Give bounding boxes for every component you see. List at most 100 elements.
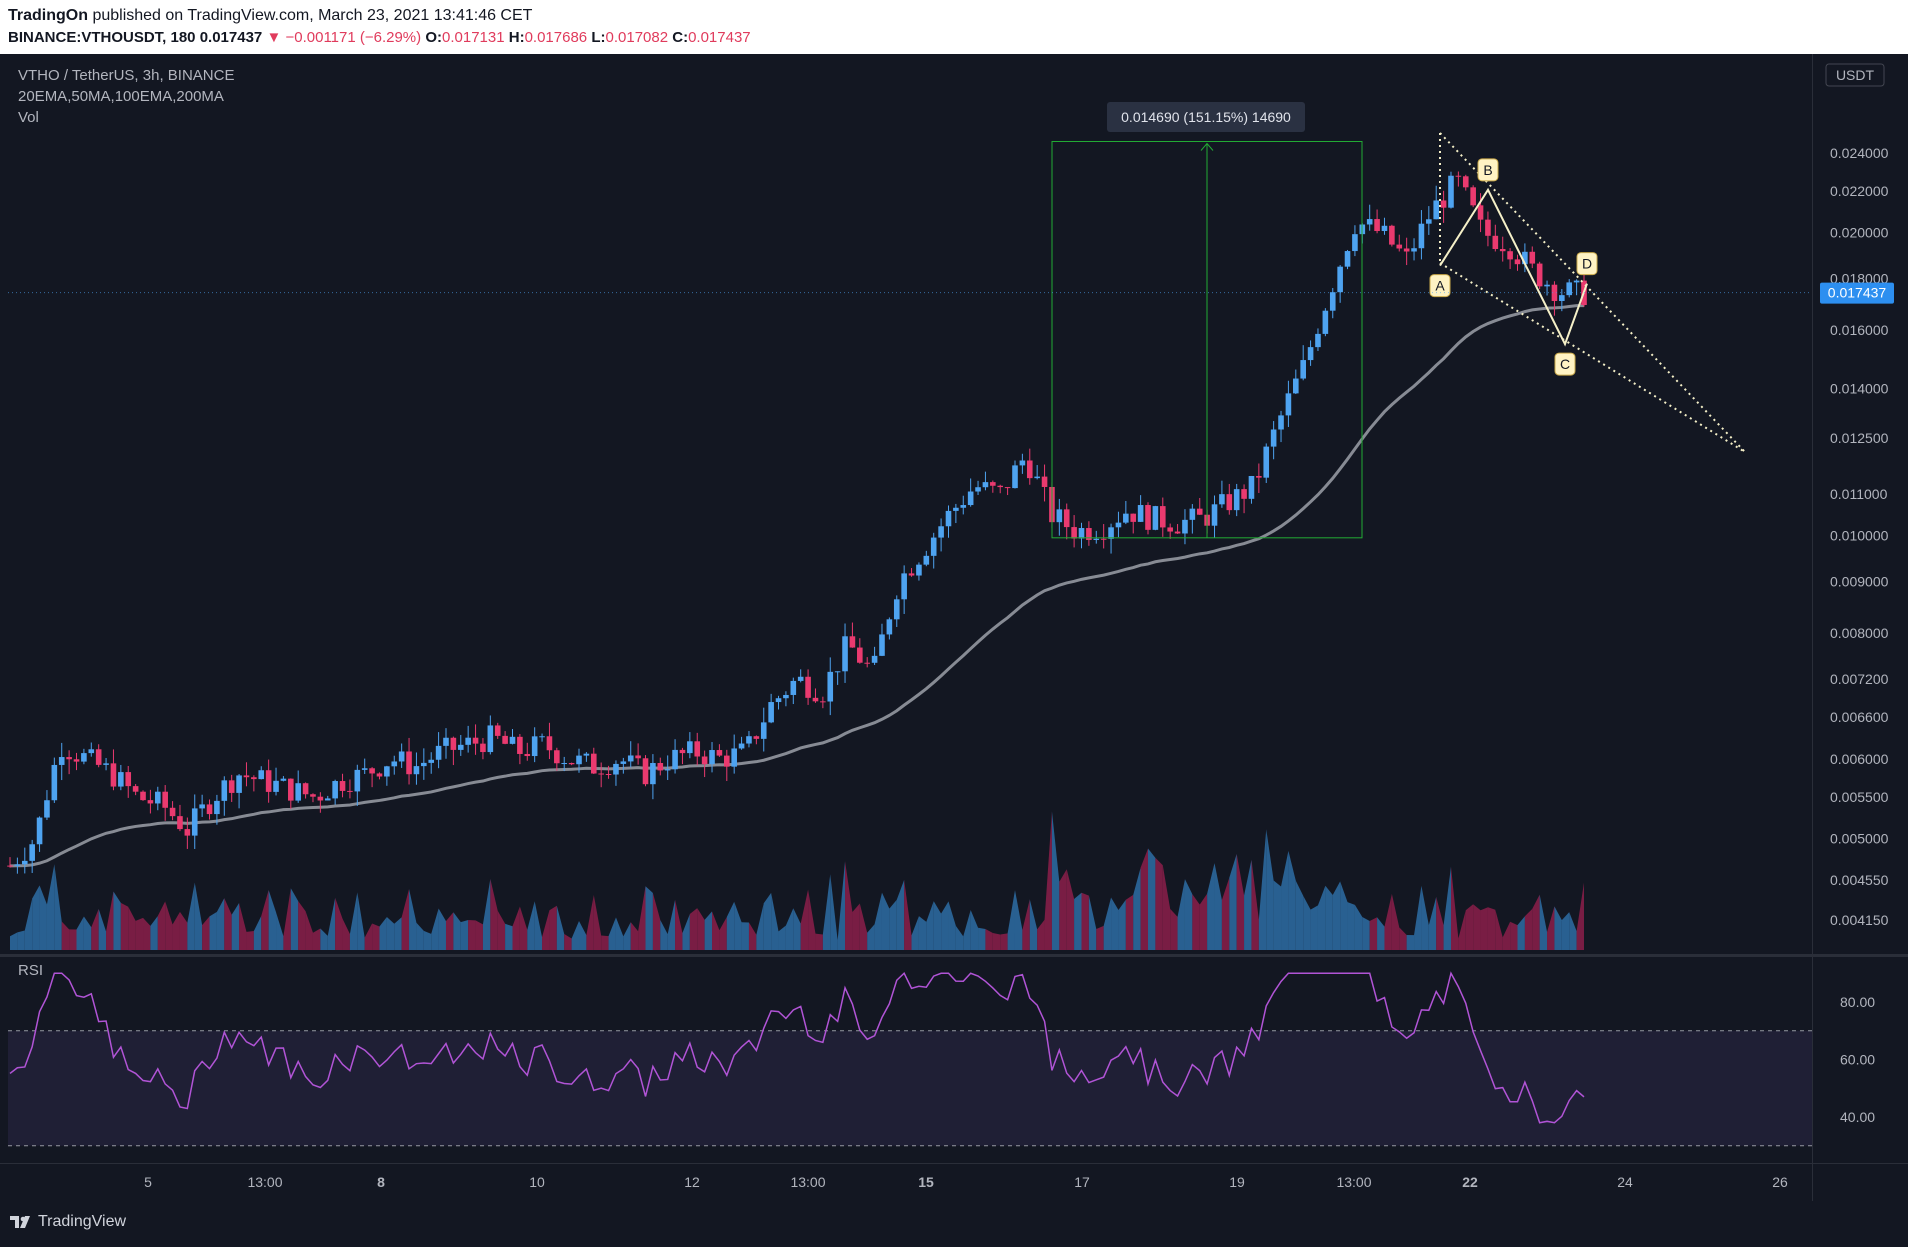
candle-body (435, 745, 442, 760)
volume-segment (579, 921, 587, 950)
candle-body (494, 725, 501, 736)
candle-body (295, 783, 301, 801)
candle-body (1566, 282, 1573, 296)
candle (465, 725, 471, 753)
price-tick-label: 0.006000 (1830, 751, 1889, 767)
volume-legend[interactable]: Vol (18, 109, 39, 126)
candle-body (154, 791, 161, 804)
measure-label-box (1107, 102, 1305, 132)
volume-segment (1125, 894, 1134, 950)
volume-segment (785, 908, 794, 950)
volume-segment (1436, 896, 1444, 950)
candle-body (716, 750, 723, 756)
candle (1374, 209, 1380, 234)
candle-body (58, 757, 65, 765)
candle-body (546, 736, 553, 751)
volume-segment (290, 888, 299, 950)
candle-body (672, 749, 678, 770)
candle (288, 778, 294, 809)
candle-body (1389, 225, 1395, 245)
volume-segment (209, 911, 217, 950)
volume-segment (1391, 893, 1400, 950)
volume-segment (305, 911, 313, 950)
volume-segment (268, 890, 277, 950)
indicator-legend[interactable]: 20EMA,50MA,100EMA,200MA (18, 88, 224, 105)
candle (7, 857, 13, 868)
volume-segment (1517, 916, 1525, 950)
volume-segment (630, 922, 639, 950)
candle-body (509, 736, 516, 744)
symbol-legend[interactable]: VTHO / TetherUS, 3h, BINANCE (18, 67, 235, 84)
candle (1507, 248, 1513, 269)
rsi-legend[interactable]: RSI (18, 962, 44, 979)
candle (1196, 498, 1203, 515)
candle (1226, 483, 1233, 515)
candle-body (1256, 475, 1262, 478)
candle-body (44, 800, 50, 818)
candle (1522, 243, 1528, 273)
candle-body (1034, 476, 1040, 479)
candle (886, 617, 893, 640)
candle (214, 794, 220, 825)
volume-segment (202, 916, 210, 950)
candle (1366, 204, 1373, 231)
candle (472, 724, 479, 755)
volume-segment (216, 898, 225, 950)
high-value: 0.017686 (524, 29, 588, 46)
candle-body (694, 741, 701, 757)
candle (938, 518, 944, 552)
candle (923, 550, 930, 567)
candle-body (95, 749, 102, 765)
candle-body (1462, 176, 1469, 188)
candle-body (1145, 505, 1151, 530)
price-tick-label: 0.024000 (1830, 145, 1889, 161)
volume-segment (349, 892, 358, 950)
price-chart[interactable]: 0.014690 (151.15%) 14690 A B C D 0.024000 0.0… (0, 0, 1908, 1201)
candle (568, 762, 575, 766)
candle (1344, 249, 1351, 270)
volume-segment (645, 886, 653, 950)
candle-body (886, 619, 893, 635)
candle-body (1396, 244, 1403, 249)
candle (398, 743, 405, 768)
volume-segment (771, 892, 779, 950)
volume-segment (490, 878, 498, 950)
candle-body (1100, 538, 1107, 540)
candle-body (1270, 429, 1277, 447)
candle-body (1499, 249, 1506, 252)
candle-body (554, 750, 560, 764)
chart-area[interactable] (0, 54, 1908, 1201)
volume-segment (1354, 904, 1363, 950)
volume-segment (542, 910, 550, 950)
tradingview-brand[interactable]: TradingView (10, 1213, 126, 1231)
pane-separator (0, 954, 1908, 957)
candle-body (539, 736, 545, 738)
volume-segment (1096, 925, 1104, 950)
candle-body (1086, 528, 1092, 540)
volume-segment (963, 909, 971, 950)
volume-segment (1561, 912, 1570, 950)
publisher-name[interactable]: TradingOn (8, 7, 88, 24)
volume-segment (564, 933, 572, 950)
volume-segment (1184, 879, 1193, 950)
candle-body (901, 573, 907, 600)
candle (1514, 254, 1521, 271)
volume-segment (933, 901, 942, 950)
volume-segment (756, 903, 764, 950)
candle-body (642, 758, 649, 785)
volume-segment (763, 892, 772, 950)
candle-body (723, 755, 730, 767)
measure-arrow-head (1200, 142, 1214, 151)
candle-body (66, 757, 72, 760)
brand-label: TradingView (38, 1213, 127, 1230)
rsi-band (8, 1030, 1812, 1146)
candle (701, 750, 708, 778)
candle-body (214, 800, 220, 815)
candle (221, 776, 228, 816)
candle (953, 503, 959, 524)
pattern-point-badge (1477, 158, 1499, 182)
candle (679, 747, 686, 765)
volume-segment (867, 924, 875, 950)
candle-body (354, 769, 361, 792)
candle-body (29, 844, 35, 861)
